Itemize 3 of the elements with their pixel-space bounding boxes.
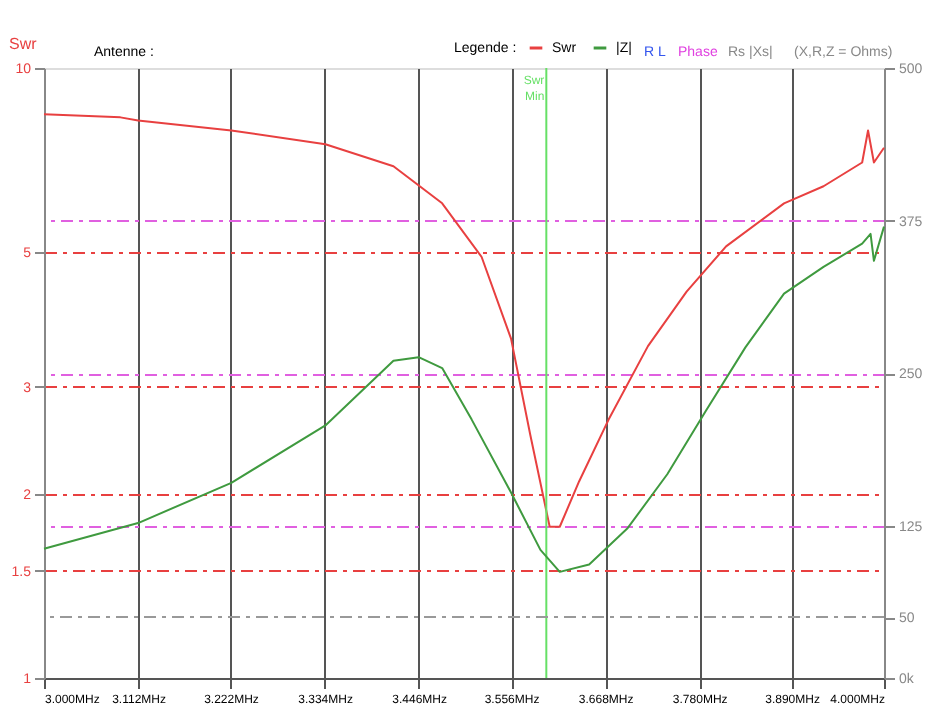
line-series (43, 225, 885, 573)
line-series (43, 113, 885, 528)
y-axis-title: Swr (9, 35, 38, 53)
